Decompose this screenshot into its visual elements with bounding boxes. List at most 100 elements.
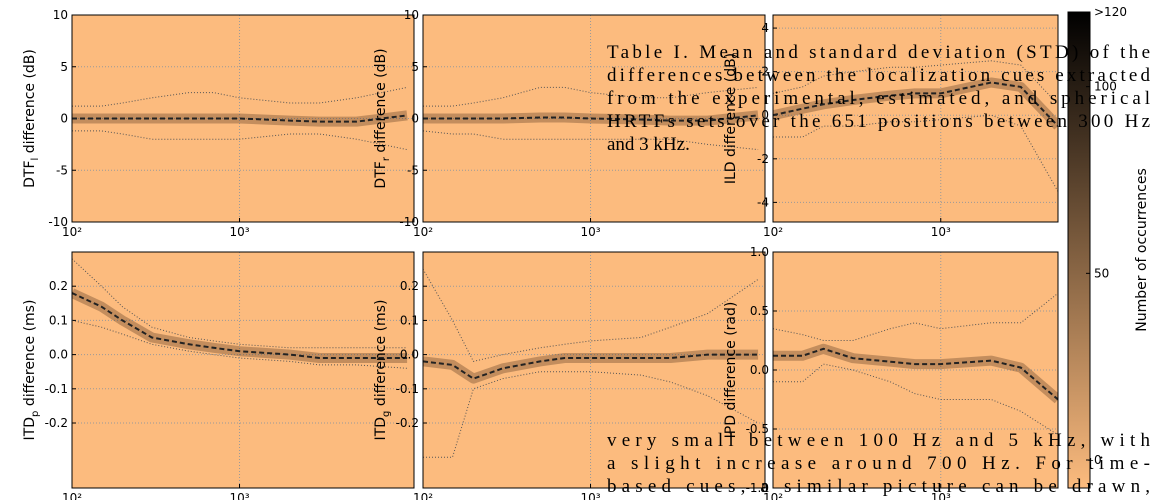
heatmap-background xyxy=(423,252,765,488)
y-label-sub: g xyxy=(381,411,392,417)
y-axis-label: DTFl difference (dB) xyxy=(22,49,41,188)
y-axis-label: ITDp difference (ms) xyxy=(22,300,41,441)
y-tick-label: 0.2 xyxy=(49,279,68,293)
y-tick-label: 4 xyxy=(761,21,769,35)
paper-text-line: differences between the localization cue… xyxy=(607,65,1151,86)
y-tick-label: -0.2 xyxy=(396,416,419,430)
colorbar-tick-label: 50 xyxy=(1094,266,1109,280)
paper-text-line: from the experimental, estimated, and sp… xyxy=(607,88,1150,109)
y-label-base: ITD xyxy=(373,417,389,440)
y-label-rest: difference (dB) xyxy=(373,48,389,157)
y-label-base: DTF xyxy=(22,161,38,188)
y-axis-label: ITDg difference (ms) xyxy=(373,300,392,441)
x-tick-label: 10² xyxy=(62,225,82,239)
x-tick-label: 10² xyxy=(763,225,783,239)
y-tick-label: 5 xyxy=(411,60,419,74)
y-tick-label: 0.1 xyxy=(400,313,419,327)
y-label-rest: difference (dB) xyxy=(22,49,38,158)
y-label-base: DTF xyxy=(373,161,389,188)
colorbar-tick-label: 0 xyxy=(1094,453,1102,467)
y-label-rest: difference (ms) xyxy=(22,300,38,411)
y-label-sub: r xyxy=(381,156,392,161)
y-tick-label: 0.5 xyxy=(750,304,769,318)
y-tick-label: -0.1 xyxy=(45,382,68,396)
y-tick-label: -10 xyxy=(48,215,68,229)
panel: -4 -2 0 2 4 10² 10³ ILD difference (dB) xyxy=(723,14,1059,239)
series-line xyxy=(72,86,408,107)
y-tick-label: -0.1 xyxy=(396,382,419,396)
paper-text-line: a slight increase around 700 Hz. For tim… xyxy=(607,453,1150,474)
y-tick-label: -5 xyxy=(407,163,419,177)
y-tick-label: -0.2 xyxy=(45,416,68,430)
y-tick-label: 0.0 xyxy=(49,348,68,362)
y-tick-label: 0.0 xyxy=(400,348,419,362)
series-line xyxy=(773,292,1058,341)
y-label-base: ILD difference (dB) xyxy=(723,53,739,184)
series-line xyxy=(72,258,408,349)
y-axis-label: DTFr difference (dB) xyxy=(373,48,392,188)
colorbar-tick-label: >120 xyxy=(1094,5,1127,19)
y-label-sub: p xyxy=(30,411,41,417)
y-tick-label: -4 xyxy=(757,195,769,209)
x-tick-label: 10² xyxy=(763,491,783,500)
series-line xyxy=(423,114,759,122)
colorbar-tick-label: 100 xyxy=(1094,80,1117,94)
y-label-rest: difference (ms) xyxy=(373,300,389,411)
y-tick-label: 0 xyxy=(761,108,769,122)
y-tick-label: 0.1 xyxy=(49,313,68,327)
y-tick-label: 2 xyxy=(761,65,769,79)
y-tick-label: 0 xyxy=(60,112,68,126)
panel: -10 -5 0 5 10 10² 10³ DTFr difference (dB) xyxy=(373,8,766,239)
axes-frame xyxy=(422,14,766,223)
axes-frame xyxy=(71,14,415,223)
panel: -1.0 -0.5 0.0 0.5 1.0 10² 10³ IPD difference (r… xyxy=(723,245,1059,500)
x-tick-label: 10² xyxy=(62,491,82,500)
y-axis-label: ILD difference (dB) xyxy=(723,53,739,184)
x-tick-label: 10³ xyxy=(580,491,600,500)
series-line xyxy=(423,353,759,380)
x-tick-label: 10² xyxy=(413,225,433,239)
panel: -10 -5 0 5 10 10² 10³ DTFl difference (dB) xyxy=(22,8,415,239)
panel: -0.2 -0.1 0.0 0.1 0.2 10² 10³ ITDg difference (… xyxy=(373,251,766,500)
paper-text-line: very small between 100 Hz and 5 kHz, wit… xyxy=(607,430,1151,451)
series-line xyxy=(773,60,1058,105)
heatmap-background xyxy=(72,252,414,488)
y-tick-label: -1.0 xyxy=(746,481,769,495)
y-tick-label: -10 xyxy=(399,215,419,229)
y-tick-label: 10 xyxy=(404,8,419,22)
y-tick-label: 1.0 xyxy=(750,245,769,259)
colorbar-label: Number of occurrences xyxy=(1134,168,1150,332)
series-line xyxy=(72,319,408,369)
axes-frame xyxy=(772,14,1059,223)
series-line xyxy=(72,114,408,123)
axes-frame xyxy=(71,251,415,489)
y-tick-label: -0.5 xyxy=(746,422,769,436)
paper-text-line: and 3 kHz. xyxy=(607,134,690,155)
y-tick-label: 10 xyxy=(53,8,68,22)
x-tick-label: 10² xyxy=(413,491,433,500)
axes-frame xyxy=(772,251,1059,489)
series-line xyxy=(423,268,759,362)
series-line xyxy=(773,347,1058,401)
x-tick-label: 10³ xyxy=(229,225,249,239)
y-label-base: IPD difference (rad) xyxy=(723,302,739,439)
y-tick-label: 5 xyxy=(60,60,68,74)
series-line xyxy=(72,292,408,359)
y-axis-label: IPD difference (rad) xyxy=(723,302,739,439)
colorbar xyxy=(1067,11,1091,489)
y-tick-label: 0 xyxy=(411,112,419,126)
x-tick-label: 10³ xyxy=(580,225,600,239)
y-tick-label: 0.0 xyxy=(750,363,769,377)
series-line xyxy=(773,81,1058,127)
series-line xyxy=(773,363,1058,436)
y-tick-label: -5 xyxy=(56,163,68,177)
x-tick-label: 10³ xyxy=(931,491,951,500)
heatmap-background xyxy=(773,15,1058,222)
y-tick-label: 0.2 xyxy=(400,279,419,293)
y-tick-label: -2 xyxy=(757,152,769,166)
x-tick-label: 10³ xyxy=(229,491,249,500)
y-label-base: ITD xyxy=(22,417,38,440)
